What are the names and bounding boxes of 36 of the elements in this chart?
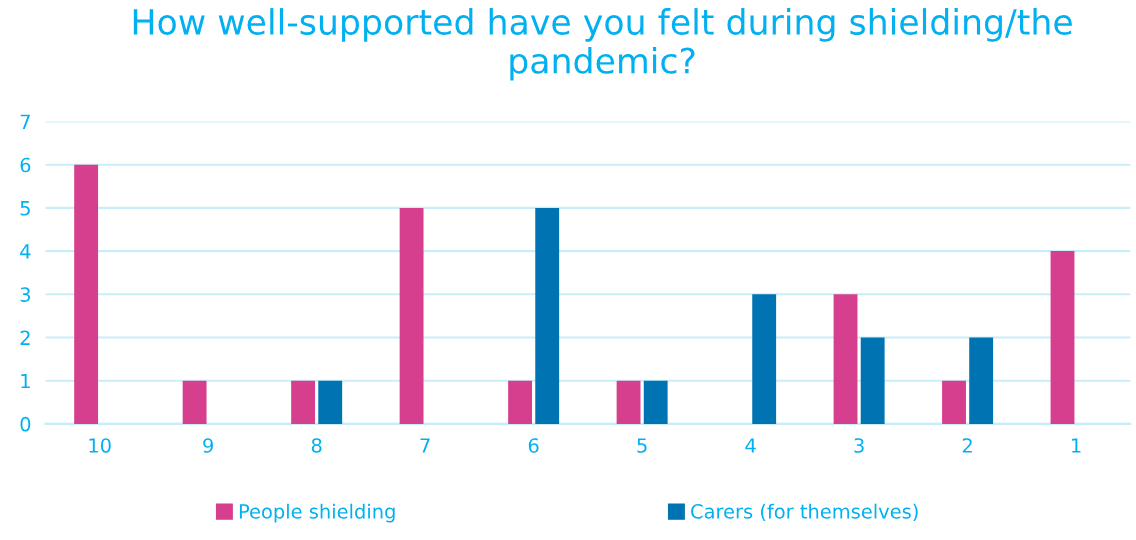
legend-label: Carers (for themselves)	[691, 503, 918, 522]
x-tick-label: 9	[203, 438, 213, 453]
y-tick-label: 5	[20, 201, 30, 216]
bar	[969, 337, 994, 424]
legend-label: People shielding	[239, 503, 395, 523]
x-tick-label: 7	[420, 438, 430, 453]
bar	[616, 380, 641, 424]
y-tick-label: 6	[20, 157, 31, 173]
bar	[860, 337, 885, 424]
x-tick-label: 5	[637, 438, 647, 453]
y-tick-label: 7	[20, 114, 30, 129]
x-tick-label: 3	[854, 438, 864, 453]
y-tick-label: 4	[20, 244, 31, 259]
bar	[643, 380, 668, 424]
x-tick-label: 6	[528, 438, 539, 453]
bar	[74, 164, 99, 424]
x-tick-label: 8	[311, 438, 322, 453]
bar	[833, 294, 858, 424]
bar	[1050, 251, 1075, 424]
x-tick-label: 2	[962, 438, 972, 453]
bar	[291, 380, 316, 424]
y-tick-label: 0	[20, 416, 31, 432]
x-tick-label: 10	[89, 438, 111, 453]
bar	[182, 380, 207, 424]
y-tick-label: 3	[20, 287, 30, 302]
chart-title: How well-supported have you felt during shielding/the pandemic?	[133, 8, 1072, 81]
bar	[942, 380, 966, 424]
bar	[535, 207, 560, 424]
bar	[752, 294, 777, 424]
bar	[399, 207, 424, 424]
bar	[508, 380, 533, 424]
bar	[318, 380, 343, 424]
x-tick-label: 4	[745, 438, 756, 453]
y-tick-label: 1	[21, 373, 30, 389]
x-tick-label: 1	[1072, 438, 1081, 453]
y-tick-label: 2	[20, 330, 30, 345]
